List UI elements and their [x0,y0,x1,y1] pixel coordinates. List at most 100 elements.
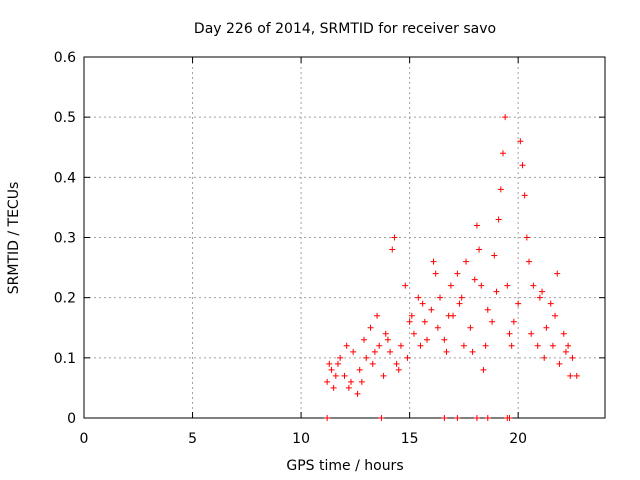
x-tick-label: 0 [80,431,89,447]
y-tick-label: 0.3 [54,231,76,247]
data-point [565,342,572,349]
data-point [499,150,506,157]
data-point [547,300,554,307]
data-point [410,330,417,337]
data-point [515,300,522,307]
data-point [484,415,491,421]
data-point [573,372,580,379]
data-point [510,318,517,325]
x-tick-label: 20 [509,431,527,447]
chart-title: Day 226 of 2014, SRMTID for receiver sav… [194,21,496,37]
data-point [567,372,574,379]
data-point [569,354,576,361]
data-point [415,294,422,301]
y-tick-label: 0 [67,411,76,427]
data-point [482,342,489,349]
data-point [504,282,511,289]
data-point [328,366,335,373]
data-point [434,324,441,331]
data-point [389,246,396,253]
y-tick-label: 0.4 [54,170,76,186]
data-point [371,348,378,355]
y-tick-label: 0.1 [54,351,76,367]
data-point [432,270,439,277]
data-point [476,246,483,253]
data-point [491,252,498,259]
data-point [348,378,355,385]
data-point [384,336,391,343]
x-tick-label: 15 [401,431,419,447]
data-point [356,366,363,373]
data-point [404,354,411,361]
data-point [536,294,543,301]
data-point [397,342,404,349]
data-point [369,360,376,367]
data-point [560,330,567,337]
data-point [428,306,435,313]
data-point [324,378,331,385]
data-point [471,276,478,283]
data-point [419,300,426,307]
y-tick-label: 0.5 [54,110,76,126]
data-point [408,312,415,319]
data-point [334,360,341,367]
data-point [387,348,394,355]
data-point [447,282,454,289]
data-point [554,270,561,277]
data-point [489,318,496,325]
data-point [539,288,546,295]
data-point [517,138,524,145]
y-axis-ticks: 0 0.1 0.2 0.3 0.4 0.5 0.6 [54,50,605,427]
data-point [421,318,428,325]
data-point [341,372,348,379]
x-tick-label: 10 [292,431,310,447]
data-points [324,114,580,421]
data-point [469,348,476,355]
data-point [458,294,465,301]
data-point [445,312,452,319]
data-point [508,342,515,349]
data-point [506,330,513,337]
data-point [358,378,365,385]
y-tick-label: 0.6 [54,50,76,66]
data-point [541,354,548,361]
data-point [478,282,485,289]
x-tick-label: 5 [188,431,197,447]
data-point [406,318,413,325]
data-point [473,415,480,421]
data-point [495,216,502,223]
data-point [456,300,463,307]
data-point [473,222,480,229]
data-point [519,162,526,169]
data-point [361,336,368,343]
data-point [378,415,385,421]
data-point [423,336,430,343]
grid-lines [84,57,605,418]
data-point [543,324,550,331]
data-point [354,390,361,397]
data-point [497,186,504,193]
data-point [345,384,352,391]
data-point [502,114,509,121]
data-point [402,282,409,289]
data-point [521,192,528,199]
data-point [324,415,331,421]
data-point [528,330,535,337]
data-point [374,312,381,319]
data-point [534,342,541,349]
y-tick-label: 0.2 [54,291,76,307]
data-point [552,312,559,319]
data-point [506,415,513,421]
data-point [484,306,491,313]
data-point [454,270,461,277]
x-axis-ticks: 0 5 10 15 20 [80,57,527,447]
data-point [395,366,402,373]
data-point [463,258,470,265]
data-point [326,360,333,367]
data-point [363,354,370,361]
data-point [562,348,569,355]
data-point [526,258,533,265]
data-point [454,415,461,421]
data-point [530,282,537,289]
